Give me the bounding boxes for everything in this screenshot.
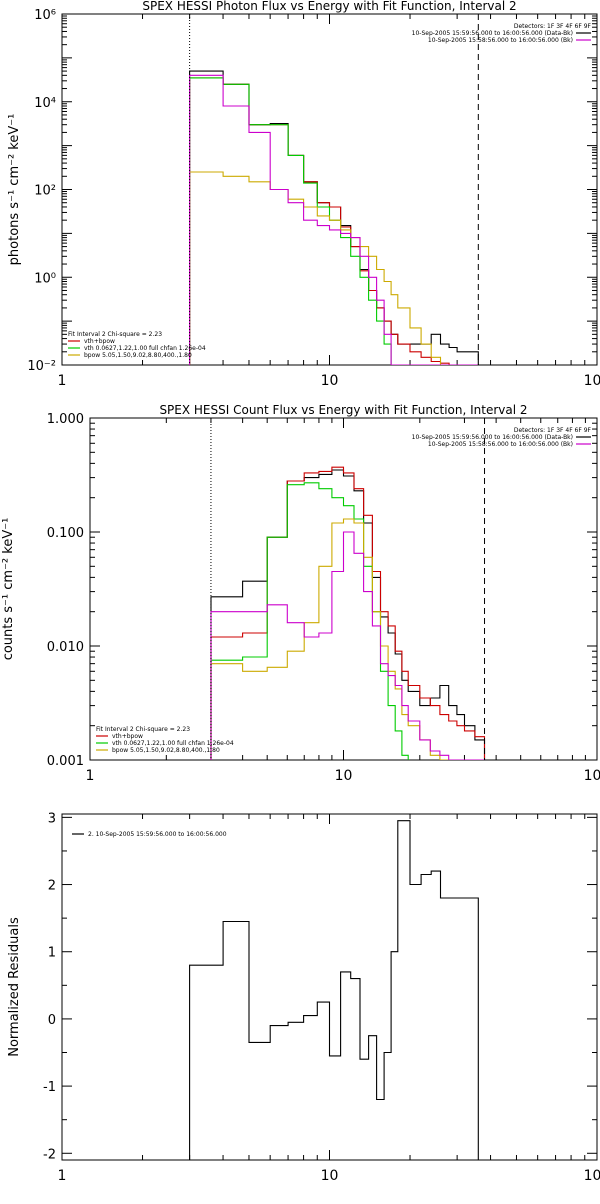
fit-legend-entry: vth 0.0627,1.22,1.00 full chfan 1.26e-04	[84, 345, 206, 352]
fit-legend-entry: vth+bpow	[84, 338, 115, 345]
y-tick-label: 10⁻²	[27, 359, 56, 374]
legend-entry: 10-Sep-2005 15:59:56.000 to 16:00:56.000…	[412, 434, 573, 441]
x-tick-label: 100	[584, 1168, 600, 1184]
legend-entry: 10-Sep-2005 15:58:56.000 to 16:00:56.000…	[428, 37, 573, 44]
chart-1: SPEX HESSI Photon Flux vs Energy with Fi…	[7, 0, 600, 389]
x-tick-label: 10	[321, 1168, 339, 1184]
y-tick-label: 10⁴	[34, 96, 56, 111]
series-line-data-bk	[210, 469, 486, 760]
x-tick-label: 10	[321, 373, 339, 389]
y-tick-label: 0.001	[47, 754, 84, 769]
series-line-bpow	[210, 518, 485, 760]
y-tick-label: 3	[48, 811, 56, 826]
chart-2: SPEX HESSI Count Flux vs Energy with Fit…	[1, 403, 600, 784]
y-tick-label: 0	[48, 1013, 56, 1028]
y-axis-label: Normalized Residuals	[7, 917, 22, 1057]
legend-entry: 10-Sep-2005 15:59:56.000 to 16:00:56.000…	[412, 30, 573, 37]
fit-legend-header: Fit Interval 2 Chi-square = 2.23	[68, 331, 162, 338]
y-axis-label: photons s⁻¹ cm⁻² keV⁻¹	[7, 114, 22, 266]
x-tick-label: 100	[584, 373, 600, 389]
y-tick-label: 0.100	[47, 526, 84, 541]
series-line-vth-bpow	[210, 466, 486, 760]
chart-3: Normalized Residuals 1 10 100 -2 -1 0 1 2 3 2. 10-…	[7, 811, 600, 1184]
plot-frame	[61, 13, 598, 366]
series-line-bpow	[189, 171, 479, 365]
x-tick-label: 10	[335, 768, 353, 784]
chart-title: SPEX HESSI Count Flux vs Energy with Fit…	[159, 403, 527, 417]
legend-entry: 2. 10-Sep-2005 15:59:56.000 to 16:00:56.…	[88, 831, 227, 838]
y-tick-label: 1.000	[47, 412, 84, 427]
legend-header: Detectors: 1F 3F 4F 6F 9F	[514, 23, 592, 30]
chart-title: SPEX HESSI Photon Flux vs Energy with Fi…	[142, 0, 516, 13]
fit-legend-entry: bpow 5.05,1.50,9.02,8.80,400.,1.80	[112, 747, 220, 754]
y-tick-label: -2	[43, 1147, 56, 1162]
y-tick-label: -1	[43, 1080, 56, 1095]
y-tick-label: 0.010	[47, 640, 84, 655]
fit-legend-header: Fit Interval 2 Chi-square = 2.23	[96, 726, 190, 733]
x-tick-label: 1	[58, 1168, 67, 1184]
series-line-bk	[210, 531, 485, 760]
series-line-vth	[189, 77, 398, 365]
legend-header: Detectors: 1F 3F 4F 6F 9F	[514, 427, 592, 434]
legend-entry: 10-Sep-2005 15:58:56.000 to 16:00:56.000…	[428, 441, 573, 448]
series-line-bk	[189, 74, 479, 365]
y-tick-label: 1	[48, 946, 56, 961]
series-line-2-10-sep-2005-15-59-56-000-to-16-00-56-000	[189, 820, 479, 1160]
y-axis-label: counts s⁻¹ cm⁻² keV⁻¹	[1, 518, 16, 661]
fit-legend-entry: vth+bpow	[112, 733, 143, 740]
series-line-vth-bpow	[189, 77, 479, 365]
fit-legend-entry: vth 0.0627,1.22,1.00 full chfan 1.26e-04	[112, 740, 234, 747]
x-tick-label: 100	[584, 768, 600, 784]
y-tick-label: 10²	[34, 184, 56, 199]
y-tick-label: 10⁰	[34, 271, 56, 286]
series-line-data-bk	[189, 70, 479, 365]
x-tick-label: 1	[86, 768, 95, 784]
plot-frame	[61, 813, 598, 1161]
fit-legend-entry: bpow 5.05,1.50,9.02,8.80,400.,1.80	[84, 352, 192, 359]
y-tick-label: 10⁶	[34, 8, 56, 23]
y-tick-label: 2	[48, 879, 56, 894]
series-line-vth	[210, 482, 409, 760]
x-tick-label: 1	[58, 373, 67, 389]
